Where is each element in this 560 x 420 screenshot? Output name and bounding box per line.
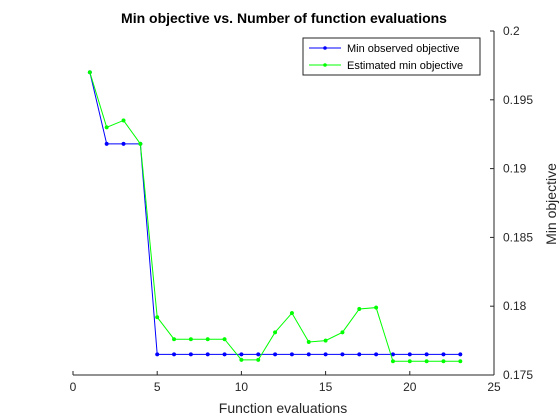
- data-point: [121, 118, 126, 123]
- data-point: [306, 339, 311, 345]
- series-2: [87, 70, 463, 364]
- y-tick-label: 0.19: [503, 162, 527, 176]
- data-point: [138, 141, 143, 146]
- data-point: [340, 352, 345, 357]
- data-point: [424, 359, 429, 364]
- legend-label: Min observed objective: [347, 43, 460, 55]
- ticks: 0 5 10 15 20 250.175 0.18 0.185 0.19 0.195 0.2: [70, 24, 534, 394]
- legend: Min observed objective Estimated min obje…: [302, 37, 481, 76]
- x-tick-label: 15: [319, 380, 333, 394]
- data-point: [205, 337, 210, 342]
- data-point: [171, 352, 177, 357]
- axes: [73, 31, 495, 376]
- data-point: [323, 352, 328, 357]
- data-point: [306, 352, 311, 357]
- data-point: [188, 337, 193, 342]
- data-point: [458, 352, 463, 357]
- x-tick-label: 20: [403, 380, 417, 394]
- legend-item: Estimated min objective: [309, 60, 463, 72]
- data-point: [273, 330, 278, 335]
- data-point: [205, 352, 210, 357]
- y-tick-label: 0.18: [503, 299, 527, 313]
- data-point: [104, 125, 109, 130]
- data-point: [87, 70, 92, 75]
- y-tick-label: 0.2: [503, 24, 520, 38]
- x-tick-label: 5: [154, 380, 161, 394]
- data-point: [357, 306, 362, 312]
- data-point: [289, 311, 294, 316]
- y-tick-label: 0.185: [503, 230, 533, 244]
- data-point: [289, 352, 294, 357]
- data-point: [256, 352, 261, 357]
- legend-box: [302, 37, 481, 76]
- data-point: [171, 337, 177, 342]
- legend-item: Min observed objective: [309, 43, 460, 55]
- data-point: [188, 352, 193, 357]
- data-point: [340, 330, 345, 335]
- data-point: [239, 352, 244, 357]
- data-point: [323, 338, 328, 343]
- chart-title: Min objective vs. Number of function eva…: [121, 10, 447, 26]
- data-point: [407, 352, 412, 357]
- x-tick-label: 10: [235, 380, 249, 394]
- legend-swatch-marker: [323, 46, 327, 50]
- data-point: [155, 315, 160, 320]
- legend-label: Estimated min objective: [347, 60, 463, 72]
- y-tick-label: 0.175: [503, 368, 533, 382]
- data-point: [121, 141, 126, 146]
- y-tick-label: 0.195: [503, 93, 533, 107]
- data-point: [374, 352, 379, 357]
- data-point: [155, 352, 160, 357]
- data-point: [104, 141, 109, 146]
- data-point: [357, 352, 362, 357]
- data-point: [222, 352, 227, 357]
- data-point: [256, 357, 261, 362]
- data-point: [273, 352, 278, 357]
- data-point: [441, 359, 446, 364]
- legend-swatch-marker: [323, 63, 327, 67]
- data-point: [390, 359, 396, 364]
- data-point: [222, 337, 227, 342]
- data-point: [407, 359, 412, 364]
- x-tick-label: 25: [487, 380, 501, 394]
- x-tick-label: 0: [70, 380, 77, 394]
- series-layer: [87, 70, 463, 364]
- data-point: [424, 352, 429, 357]
- y-axis-label: Min objective: [543, 163, 559, 245]
- data-point: [441, 352, 446, 357]
- data-point: [458, 359, 463, 364]
- data-point: [374, 305, 379, 310]
- x-axis-label: Function evaluations: [219, 400, 347, 416]
- series-1: [87, 70, 463, 357]
- data-point: [239, 357, 244, 362]
